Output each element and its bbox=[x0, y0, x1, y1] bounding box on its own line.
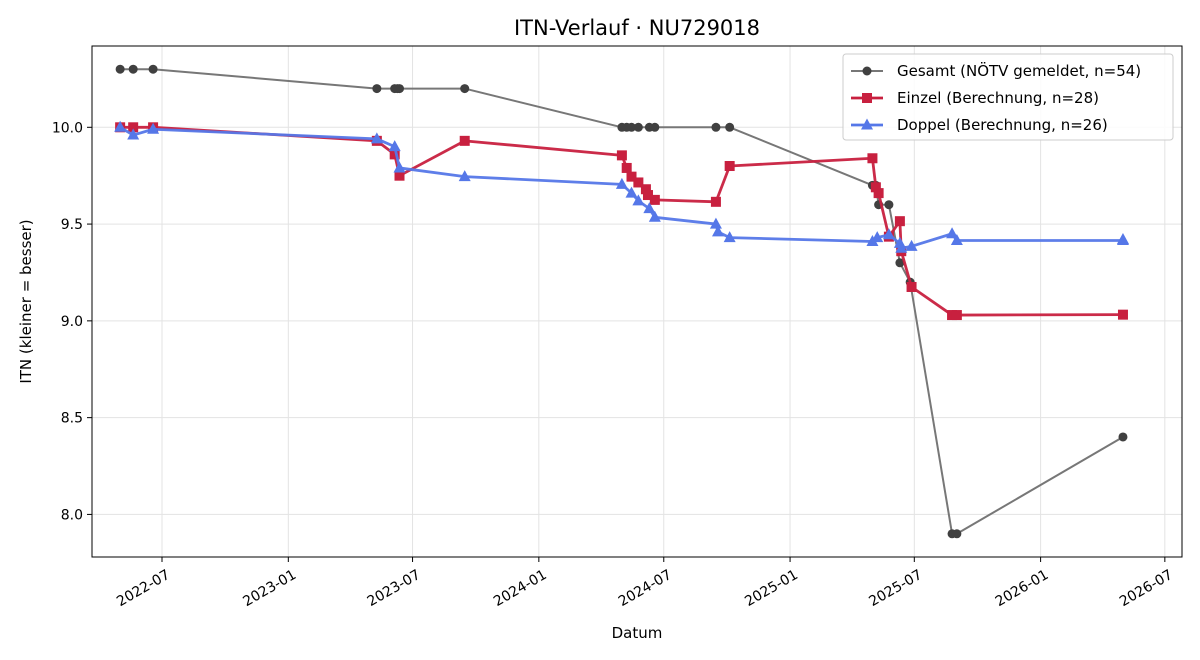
y-tick-label: 10.0 bbox=[52, 120, 83, 136]
y-axis-title: ITN (kleiner = besser) bbox=[17, 219, 35, 383]
data-point bbox=[643, 202, 656, 214]
data-point bbox=[372, 84, 382, 94]
data-point bbox=[395, 84, 405, 94]
data-point bbox=[633, 122, 643, 132]
legend-swatch-marker bbox=[861, 118, 873, 130]
x-axis-title: Datum bbox=[612, 624, 663, 642]
data-point bbox=[711, 122, 721, 132]
legend-entry: Gesamt (NÖTV gemeldet, n=54) bbox=[851, 61, 1141, 80]
y-tick-label: 8.5 bbox=[61, 411, 83, 427]
legend-entry: Einzel (Berechnung, n=28) bbox=[851, 89, 1099, 107]
data-point bbox=[458, 170, 471, 182]
legend-swatch-marker bbox=[862, 66, 872, 76]
data-point bbox=[882, 228, 895, 240]
data-point bbox=[114, 120, 127, 132]
data-point bbox=[616, 150, 627, 161]
legend-label: Doppel (Berechnung, n=26) bbox=[897, 116, 1108, 134]
data-point bbox=[871, 231, 884, 243]
data-point bbox=[1117, 309, 1128, 320]
data-point bbox=[895, 258, 905, 268]
data-point bbox=[389, 149, 400, 160]
data-point bbox=[724, 161, 735, 172]
data-point bbox=[640, 184, 651, 195]
legend-entry: Doppel (Berechnung, n=26) bbox=[851, 116, 1108, 134]
data-point bbox=[632, 194, 645, 206]
data-point bbox=[633, 177, 644, 188]
data-point bbox=[649, 194, 660, 205]
data-point bbox=[905, 239, 918, 251]
data-point bbox=[459, 135, 470, 146]
data-point bbox=[388, 140, 401, 152]
data-point bbox=[709, 217, 722, 229]
data-point bbox=[946, 227, 959, 239]
legend-label: Gesamt (NÖTV gemeldet, n=54) bbox=[897, 61, 1141, 80]
data-point bbox=[650, 122, 660, 132]
data-point bbox=[393, 161, 406, 173]
data-point bbox=[621, 162, 632, 173]
y-tick-label: 8.0 bbox=[61, 507, 83, 523]
chart-title: ITN-Verlauf · NU729018 bbox=[514, 16, 760, 40]
data-point bbox=[873, 188, 884, 199]
data-point bbox=[1118, 432, 1128, 442]
data-point bbox=[884, 200, 894, 210]
data-point bbox=[148, 64, 158, 74]
data-point bbox=[725, 122, 735, 132]
data-point bbox=[952, 529, 962, 539]
data-point bbox=[711, 225, 724, 237]
data-point bbox=[1116, 233, 1129, 245]
data-point bbox=[951, 310, 962, 321]
data-point bbox=[870, 182, 881, 193]
data-point bbox=[128, 122, 139, 133]
legend-label: Einzel (Berechnung, n=28) bbox=[897, 89, 1099, 107]
data-point bbox=[127, 128, 140, 140]
data-point bbox=[867, 153, 878, 164]
data-point bbox=[723, 231, 736, 243]
series-layer bbox=[114, 64, 1129, 539]
data-point bbox=[615, 177, 628, 189]
y-tick-label: 9.0 bbox=[61, 314, 83, 330]
data-point bbox=[627, 122, 637, 132]
data-point bbox=[625, 186, 638, 198]
legend-swatch-marker bbox=[862, 93, 872, 103]
data-point bbox=[460, 84, 470, 94]
data-point bbox=[147, 122, 160, 134]
data-point bbox=[370, 132, 383, 144]
y-tick-label: 9.5 bbox=[61, 217, 83, 233]
legend: Gesamt (NÖTV gemeldet, n=54) Einzel (Bere… bbox=[842, 53, 1174, 141]
data-point bbox=[895, 241, 908, 253]
data-point bbox=[950, 234, 963, 246]
plot-frame bbox=[91, 45, 1183, 558]
data-point bbox=[710, 196, 721, 207]
data-point bbox=[128, 64, 138, 74]
series-3 bbox=[114, 120, 1129, 253]
data-point bbox=[115, 64, 125, 74]
data-point bbox=[894, 216, 905, 227]
legend-box bbox=[842, 53, 1174, 141]
data-point bbox=[648, 210, 661, 222]
data-point bbox=[626, 171, 637, 182]
data-point bbox=[906, 281, 917, 292]
data-point bbox=[394, 170, 405, 181]
data-point bbox=[642, 190, 653, 201]
